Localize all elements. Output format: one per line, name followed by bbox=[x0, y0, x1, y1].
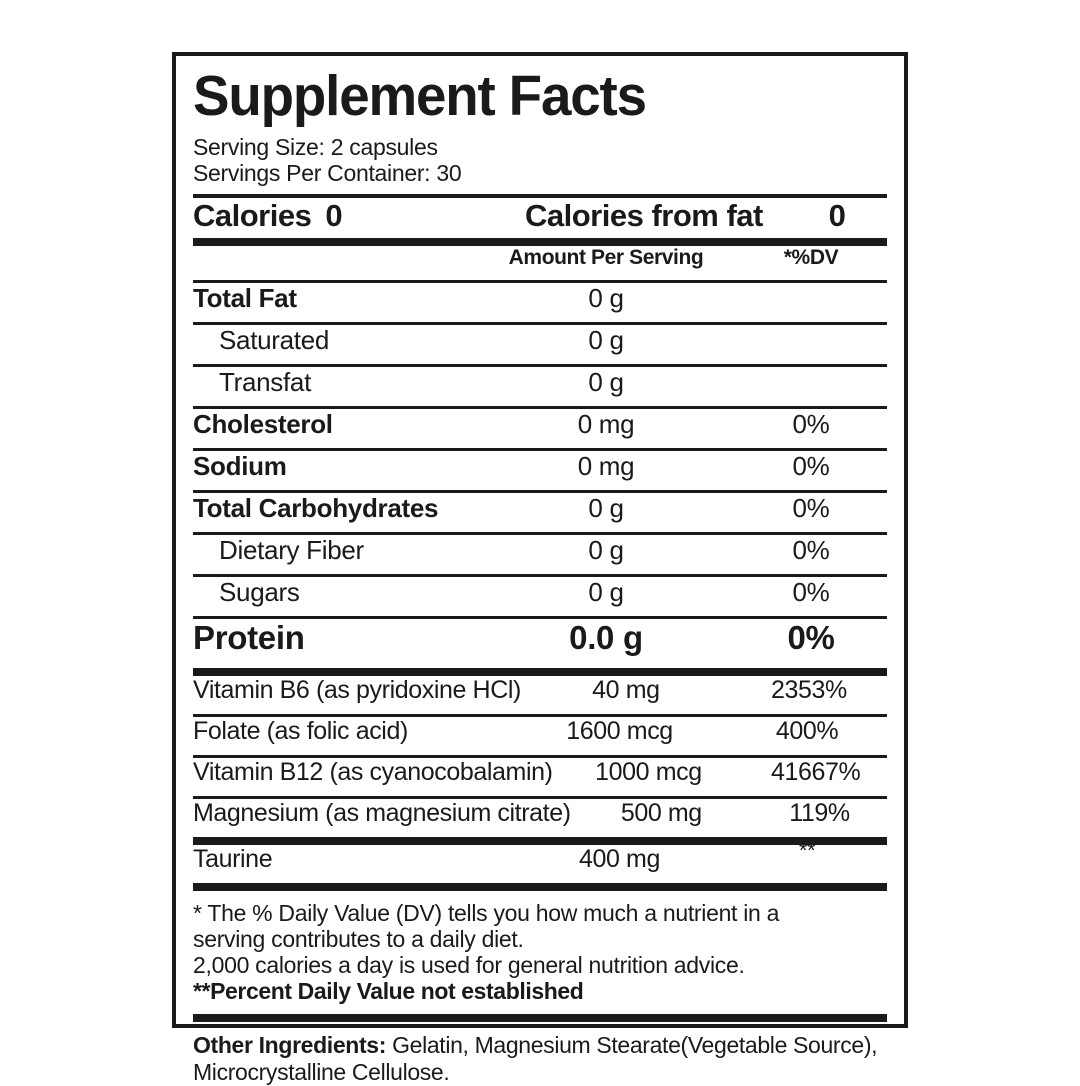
calories-value: 0 bbox=[325, 198, 343, 233]
vitamin-dv: 2353% bbox=[770, 676, 847, 704]
nutrient-row: Total Carbohydrates 0 g 0% bbox=[193, 493, 887, 532]
vitamin-name: Vitamin B6 (as pyridoxine HCl) bbox=[193, 676, 521, 704]
supplement-facts-panel: Supplement Facts Serving Size: 2 capsule… bbox=[172, 52, 908, 1085]
vitamin-row-divider bbox=[193, 755, 887, 758]
vitamin-row: Magnesium (as magnesium citrate) 500 mg 11… bbox=[193, 799, 887, 837]
nutrient-dv: 0% bbox=[792, 577, 830, 607]
nutrient-name: Transfat bbox=[219, 367, 312, 397]
nutrient-dv: 0% bbox=[792, 451, 830, 481]
divider-above-calories bbox=[193, 194, 887, 198]
divider-below-proprietary bbox=[193, 883, 887, 891]
nutrient-dv: 0% bbox=[792, 535, 830, 565]
other-ingredients-label: Other Ingredients: bbox=[193, 1032, 387, 1058]
nutrient-amount: 0 mg bbox=[577, 409, 635, 439]
footnote-line-2: serving contributes to a daily diet. bbox=[193, 926, 524, 952]
divider-below-calories bbox=[193, 238, 887, 246]
nutrient-row: Saturated 0 g bbox=[193, 325, 887, 364]
nutrient-row-divider bbox=[193, 490, 887, 493]
servings-per-container: Servings Per Container: 30 bbox=[193, 160, 462, 186]
nutrient-row-divider bbox=[193, 322, 887, 325]
vitamin-name: Vitamin B12 (as cyanocobalamin) bbox=[193, 758, 553, 786]
protein-amount: 0.0 g bbox=[569, 619, 643, 656]
vitamin-amount: 500 mg bbox=[620, 799, 702, 827]
nutrient-name: Total Carbohydrates bbox=[193, 493, 439, 523]
nutrient-row-divider bbox=[193, 406, 887, 409]
nutrient-name: Dietary Fiber bbox=[219, 535, 364, 565]
nutrient-row: Sodium 0 mg 0% bbox=[193, 451, 887, 490]
nutrient-row-divider bbox=[193, 574, 887, 577]
vitamin-name: Folate (as folic acid) bbox=[193, 717, 408, 745]
daily-value-header: *%DV bbox=[783, 246, 839, 269]
proprietary-amount: 400 mg bbox=[579, 845, 660, 873]
calories-label: Calories bbox=[193, 198, 312, 233]
calories-from-fat-label: Calories from fat bbox=[525, 198, 763, 233]
vitamin-row: Vitamin B12 (as cyanocobalamin) 1000 mcg 4… bbox=[193, 758, 887, 796]
nutrient-name: Total Fat bbox=[193, 283, 297, 313]
nutrient-rows: Total Fat 0 g Saturated 0 g Transfat 0 g Chole… bbox=[193, 283, 887, 619]
nutrient-row: Total Fat 0 g bbox=[193, 283, 887, 322]
vitamin-dv: 400% bbox=[775, 717, 839, 745]
serving-size: Serving Size: 2 capsules bbox=[193, 134, 438, 160]
divider-above-proprietary bbox=[193, 837, 887, 845]
calories-label-group: Calories 0 bbox=[193, 198, 525, 234]
column-header-row: Amount Per Serving *%DV bbox=[193, 246, 887, 280]
footnote-line-4: **Percent Daily Value not established bbox=[193, 978, 584, 1004]
divider-below-column-header bbox=[193, 280, 887, 283]
divider-above-vitamins bbox=[193, 668, 887, 676]
vitamin-amount: 40 mg bbox=[592, 676, 660, 704]
nutrient-row-divider bbox=[193, 616, 887, 619]
vitamin-dv: 119% bbox=[789, 799, 850, 827]
nutrient-amount: 0 mg bbox=[577, 451, 635, 481]
nutrient-amount: 0 g bbox=[588, 283, 624, 313]
nutrient-dv: 0% bbox=[792, 493, 830, 523]
footnote-line-1: * The % Daily Value (DV) tells you how m… bbox=[193, 900, 780, 926]
nutrient-row: Cholesterol 0 mg 0% bbox=[193, 409, 887, 448]
vitamin-name: Magnesium (as magnesium citrate) bbox=[193, 799, 571, 827]
vitamin-row: Folate (as folic acid) 1600 mcg 400% bbox=[193, 717, 887, 755]
proprietary-row: Taurine 400 mg ** bbox=[193, 838, 887, 883]
nutrient-row-divider bbox=[193, 364, 887, 367]
vitamin-amount: 1600 mcg bbox=[566, 717, 673, 745]
nutrient-dv: 0% bbox=[792, 409, 830, 439]
nutrient-amount: 0 g bbox=[588, 325, 624, 355]
calories-row: Calories 0 Calories from fat 0 bbox=[193, 198, 887, 238]
nutrient-row-divider bbox=[193, 448, 887, 451]
nutrient-amount: 0 g bbox=[588, 367, 624, 397]
nutrient-amount: 0 g bbox=[588, 577, 624, 607]
vitamin-dv: 41667% bbox=[770, 758, 861, 786]
nutrient-name: Cholesterol bbox=[193, 409, 333, 439]
nutrient-amount: 0 g bbox=[588, 493, 624, 523]
page-title: Supplement Facts bbox=[193, 64, 647, 128]
protein-dv: 0% bbox=[787, 619, 835, 656]
footnote-line-3: 2,000 calories a day is used for general… bbox=[193, 952, 745, 978]
serving-info: Serving Size: 2 capsules Servings Per Co… bbox=[193, 134, 887, 186]
nutrient-name: Saturated bbox=[219, 325, 330, 355]
divider-above-other-ingredients bbox=[193, 1014, 887, 1022]
protein-label: Protein bbox=[193, 619, 305, 656]
vitamin-row-divider bbox=[193, 714, 887, 717]
other-ingredients: Other Ingredients: Gelatin, Magnesium St… bbox=[193, 1022, 887, 1086]
calories-from-fat-value: 0 bbox=[828, 198, 846, 233]
proprietary-name: Taurine bbox=[193, 845, 273, 873]
nutrient-row: Transfat 0 g bbox=[193, 367, 887, 406]
amount-per-serving-header: Amount Per Serving bbox=[508, 246, 704, 269]
vitamin-rows: Vitamin B6 (as pyridoxine HCl) 40 mg 2353%… bbox=[193, 676, 887, 837]
proprietary-rows: Taurine 400 mg ** bbox=[193, 838, 887, 883]
vitamin-amount: 1000 mcg bbox=[595, 758, 702, 786]
nutrient-row: Sugars 0 g 0% bbox=[193, 577, 887, 616]
vitamin-row-divider bbox=[193, 796, 887, 799]
nutrient-amount: 0 g bbox=[588, 535, 624, 565]
proprietary-dv: ** bbox=[798, 838, 816, 863]
footnotes: * The % Daily Value (DV) tells you how m… bbox=[193, 891, 887, 1004]
nutrient-row: Dietary Fiber 0 g 0% bbox=[193, 535, 887, 574]
nutrient-row-divider bbox=[193, 532, 887, 535]
nutrient-name: Sodium bbox=[193, 451, 287, 481]
vitamin-row: Vitamin B6 (as pyridoxine HCl) 40 mg 2353% bbox=[193, 676, 887, 714]
nutrient-name: Sugars bbox=[219, 577, 300, 607]
protein-row: Protein 0.0 g 0% bbox=[193, 619, 887, 668]
